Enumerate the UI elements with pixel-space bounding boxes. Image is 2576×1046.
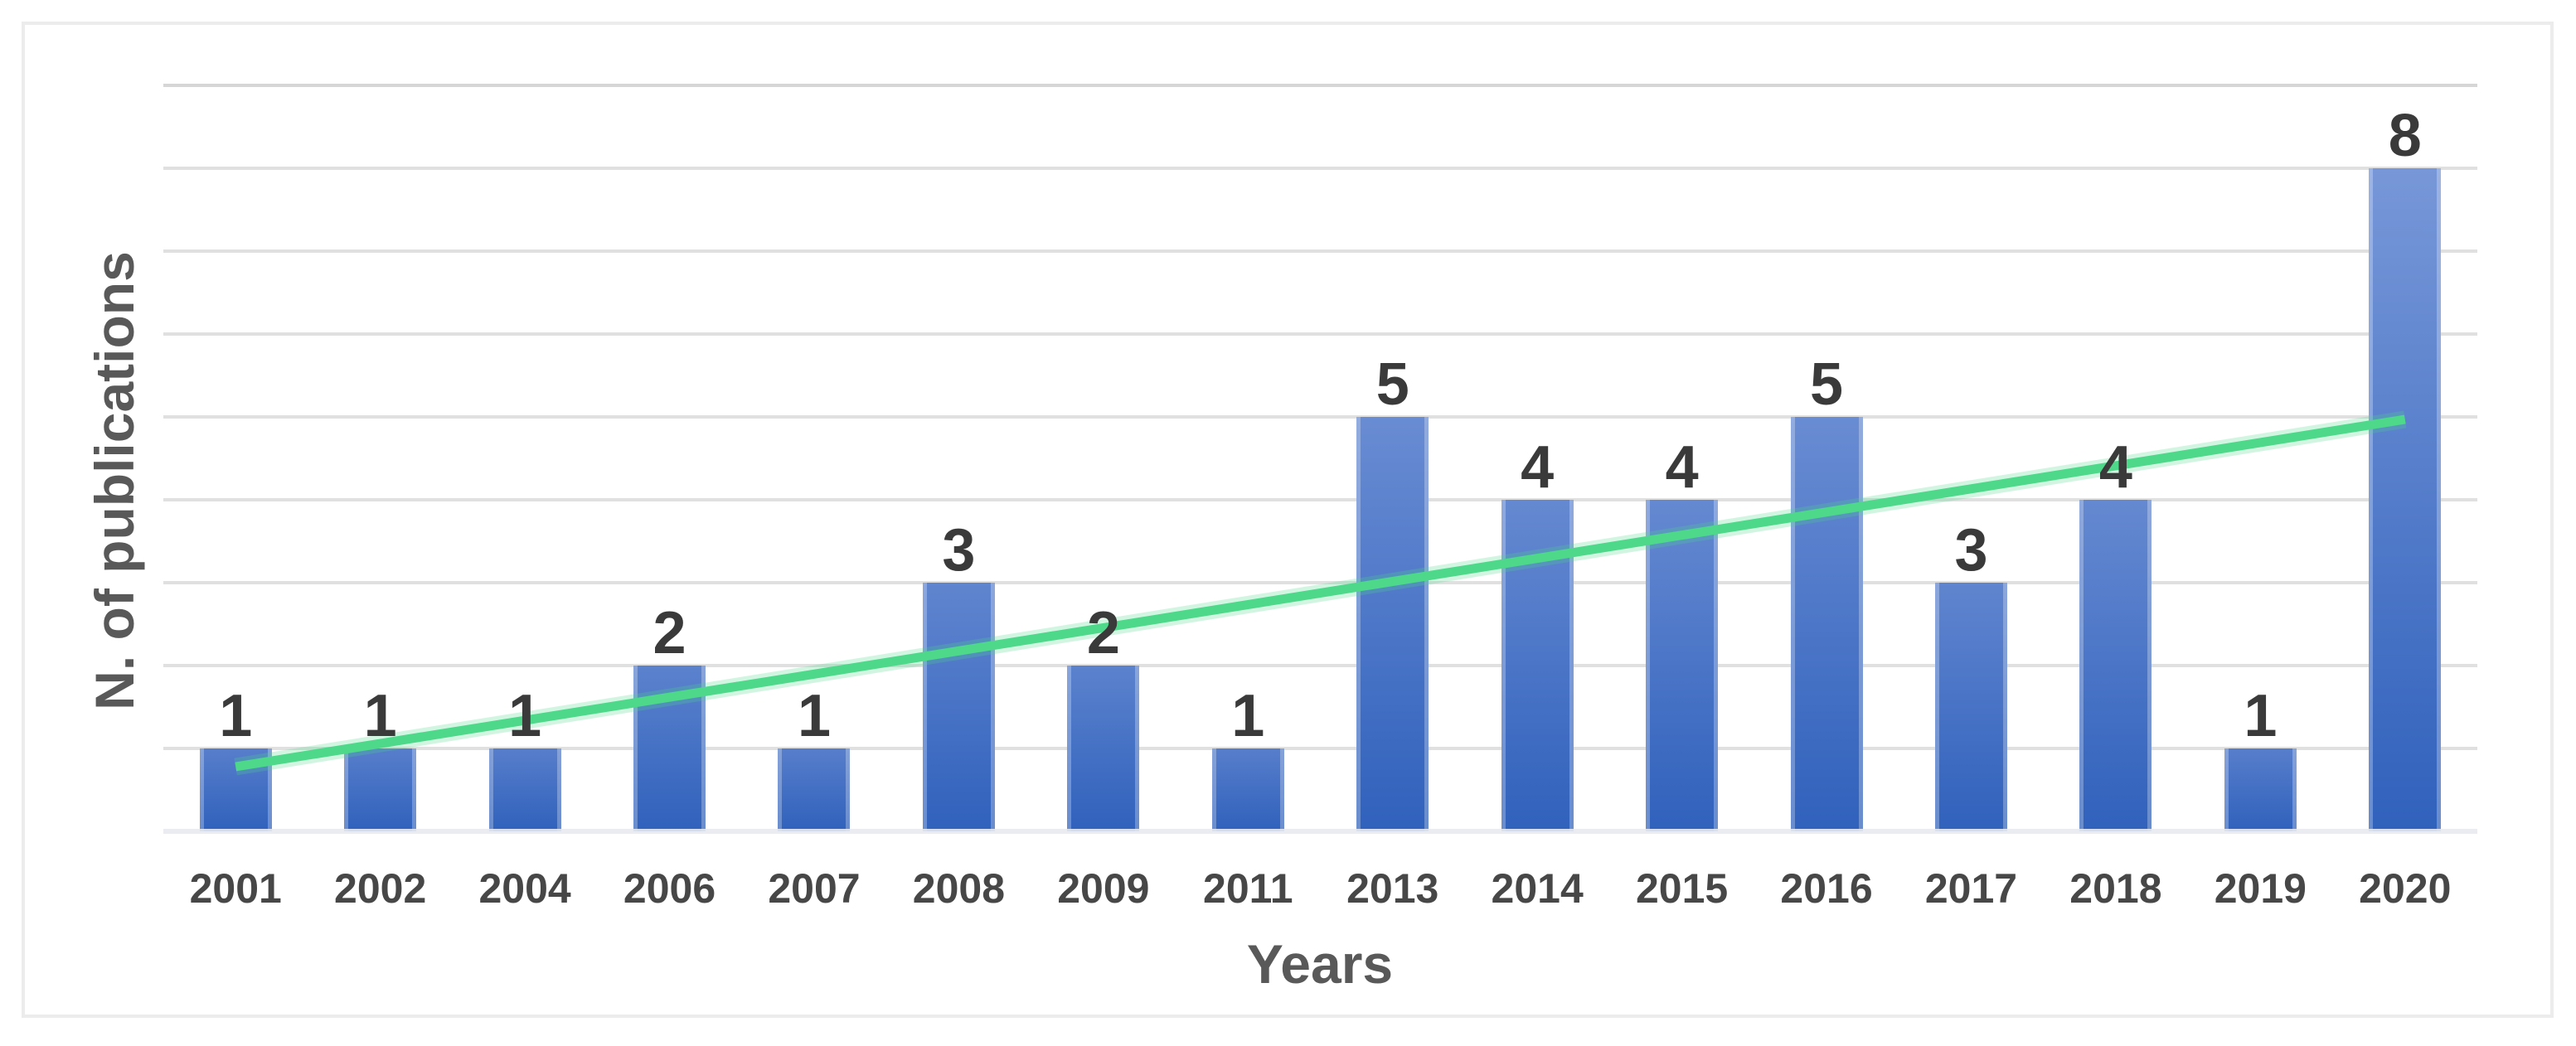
bar-value-label-2018: 4 [2098, 434, 2132, 501]
bar-2002 [344, 748, 417, 831]
bar-2009 [1067, 666, 1140, 831]
x-tick-label-2013: 2013 [1346, 865, 1439, 912]
bar-value-label-2008: 3 [942, 517, 976, 584]
bar-2011 [1211, 748, 1284, 831]
gridline-6 [163, 332, 2477, 336]
x-axis-title: Years [1246, 933, 1394, 995]
bar-value-label-2001: 1 [219, 683, 253, 749]
bar-value-label-2015: 4 [1665, 434, 1699, 501]
trendline [235, 414, 2406, 772]
bar-value-label-2009: 2 [1086, 600, 1120, 666]
bar-2007 [778, 748, 851, 831]
bar-2013 [1356, 417, 1429, 831]
x-tick-label-2008: 2008 [912, 865, 1006, 912]
x-tick-label-2007: 2007 [768, 865, 861, 912]
gridline-1 [163, 747, 2477, 750]
gridline-4 [163, 498, 2477, 501]
gridline-5 [163, 415, 2477, 419]
bar-2019 [2224, 748, 2297, 831]
x-tick-label-2009: 2009 [1057, 865, 1150, 912]
x-tick-label-2018: 2018 [2069, 865, 2162, 912]
bar-value-label-2013: 5 [1375, 351, 1409, 418]
bar-value-label-2019: 1 [2244, 683, 2278, 749]
bar-value-label-2016: 5 [1810, 351, 1844, 418]
x-tick-label-2014: 2014 [1491, 865, 1584, 912]
x-tick-label-2016: 2016 [1780, 865, 1873, 912]
bar-value-label-2002: 1 [363, 683, 397, 749]
bar-value-label-2006: 2 [652, 600, 686, 666]
bar-value-label-2017: 3 [1954, 517, 1988, 584]
bar-value-label-2014: 4 [1521, 434, 1555, 501]
bar-2015 [1646, 500, 1719, 831]
gridline-3 [163, 581, 2477, 584]
y-axis-title: N. of publications [84, 251, 145, 710]
bar-value-label-2004: 1 [508, 683, 542, 749]
bar-2020 [2369, 168, 2442, 831]
x-tick-label-2019: 2019 [2214, 865, 2307, 912]
x-tick-label-2015: 2015 [1635, 865, 1729, 912]
x-tick-label-2017: 2017 [1924, 865, 2018, 912]
x-tick-label-2002: 2002 [334, 865, 427, 912]
gridline-9 [163, 84, 2477, 87]
x-tick-label-2006: 2006 [623, 865, 716, 912]
bar-2016 [1790, 417, 1863, 831]
bar-2004 [488, 748, 561, 831]
baseline-gridline [163, 829, 2477, 834]
bar-2017 [1934, 583, 2007, 831]
bar-2008 [922, 583, 995, 831]
bar-2018 [2079, 500, 2152, 831]
x-tick-label-2020: 2020 [2359, 865, 2452, 912]
gridline-8 [163, 167, 2477, 170]
x-tick-label-2011: 2011 [1203, 865, 1293, 912]
bar-value-label-2011: 1 [1231, 683, 1265, 749]
x-tick-label-2001: 2001 [189, 865, 282, 912]
bar-value-label-2007: 1 [797, 683, 831, 749]
gridline-7 [163, 249, 2477, 253]
gridline-2 [163, 664, 2477, 667]
bar-value-label-2020: 8 [2388, 103, 2422, 169]
x-tick-label-2004: 2004 [478, 865, 571, 912]
